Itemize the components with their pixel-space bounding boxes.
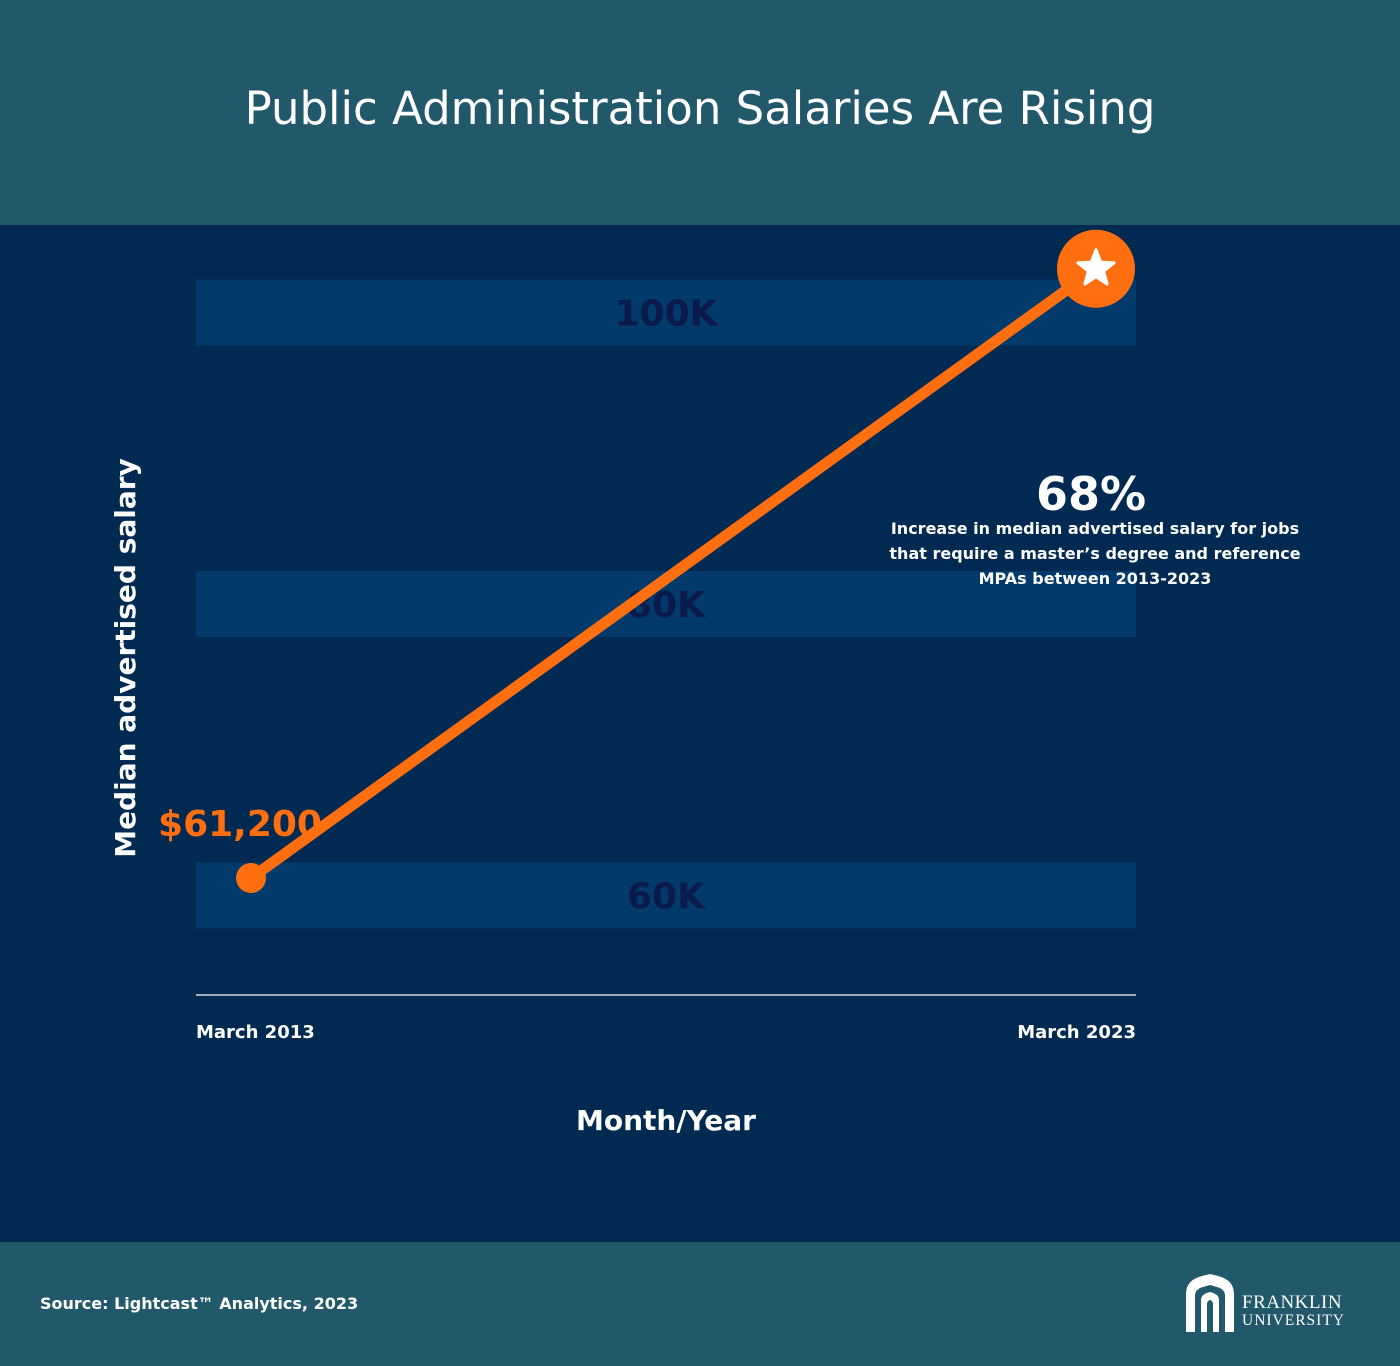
y-band bbox=[196, 862, 1136, 929]
x-axis-title: Month/Year bbox=[576, 1104, 756, 1137]
salary-line-chart: 100K 80K 60K March 2013 March 2023 Month/Y… bbox=[109, 229, 1301, 1137]
arch-logo-icon bbox=[1186, 1274, 1234, 1332]
logo-text-university: UNIVERSITY bbox=[1242, 1312, 1345, 1329]
series-line bbox=[245, 263, 1102, 884]
y-band-label: 60K bbox=[627, 877, 706, 918]
data-label-start: $61,200 bbox=[158, 804, 322, 845]
franklin-university-logo: FRANKLIN UNIVERSITY bbox=[1186, 1274, 1366, 1334]
annotation-text-line: Increase in median advertised salary for… bbox=[891, 519, 1299, 538]
footer-bar: Source: Lightcast™ Analytics, 2023 FRANK… bbox=[0, 1242, 1400, 1366]
annotation-value: 68% bbox=[1036, 467, 1146, 521]
header-bar: Public Administration Salaries Are Risin… bbox=[0, 0, 1400, 225]
y-band bbox=[196, 279, 1136, 346]
x-tick-label: March 2013 bbox=[196, 1022, 315, 1043]
annotation-text-line: that require a master’s degree and refer… bbox=[889, 544, 1300, 563]
star-icon bbox=[1076, 248, 1116, 286]
y-band-label: 80K bbox=[627, 585, 706, 626]
source-note: Source: Lightcast™ Analytics, 2023 bbox=[40, 1294, 359, 1313]
y-axis-title: Median advertised salary bbox=[109, 458, 142, 858]
x-tick-label: March 2023 bbox=[1017, 1022, 1136, 1043]
annotation-text-line: MPAs between 2013-2023 bbox=[979, 569, 1212, 588]
y-band-label: 100K bbox=[614, 293, 718, 334]
logo-text-franklin: FRANKLIN bbox=[1242, 1292, 1343, 1313]
page-title: Public Administration Salaries Are Risin… bbox=[244, 82, 1156, 135]
data-point-start bbox=[236, 863, 266, 894]
chart-area: 100K 80K 60K March 2013 March 2023 Month/Y… bbox=[0, 225, 1400, 1242]
